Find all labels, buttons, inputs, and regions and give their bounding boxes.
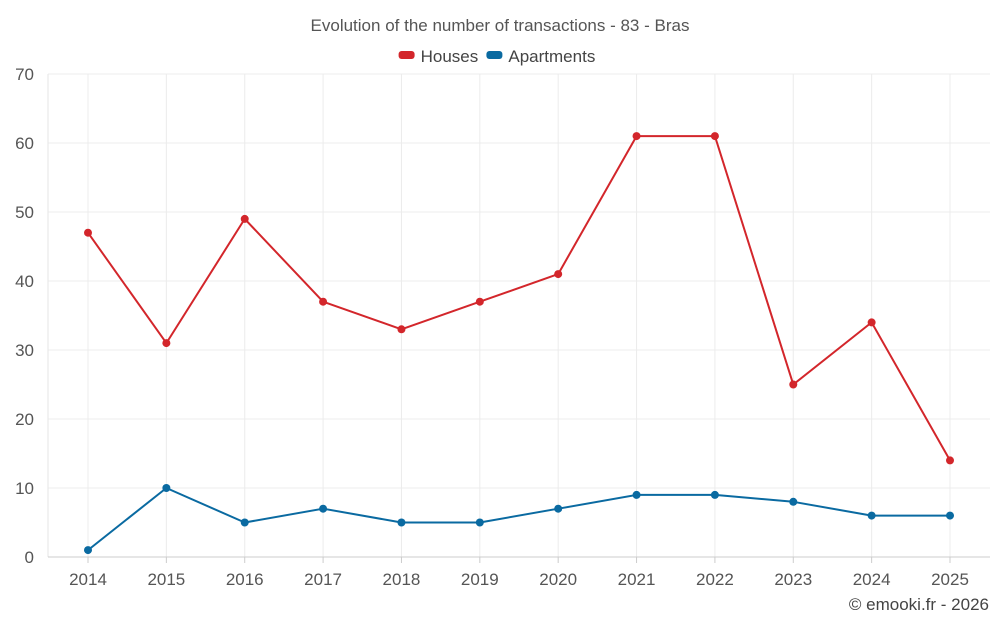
data-point-apartments <box>946 511 954 520</box>
x-tick-label: 2016 <box>226 570 264 589</box>
series-line-apartments <box>87 487 950 551</box>
x-tick-label: 2017 <box>304 570 342 589</box>
x-tick-label: 2018 <box>383 570 421 589</box>
x-tick-label: 2023 <box>774 570 812 589</box>
y-tick-label: 30 <box>15 341 34 360</box>
y-tick-label: 70 <box>15 65 34 84</box>
y-tick-label: 10 <box>15 479 34 498</box>
x-axis: 2014 2015 2016 2017 2018 2019 2020 2021 2022 2023… <box>48 556 990 589</box>
y-tick-label: 60 <box>15 134 34 153</box>
data-point-houses <box>162 339 171 348</box>
data-point-houses <box>397 325 406 334</box>
data-point-houses <box>319 297 328 306</box>
chart-title: Evolution of the number of transactions … <box>311 16 690 35</box>
credit-text: © emooki.fr - 2026 <box>849 595 989 614</box>
x-tick-label: 2025 <box>931 570 969 589</box>
legend-label-apartments: Apartments <box>508 47 595 66</box>
data-point-houses <box>554 270 563 279</box>
data-point-houses <box>475 297 484 306</box>
data-point-houses <box>867 318 876 327</box>
x-tick-label: 2021 <box>618 570 656 589</box>
data-point-apartments <box>789 497 798 506</box>
data-point-houses <box>710 132 719 141</box>
data-point-apartments <box>319 504 328 513</box>
data-point-houses <box>946 456 954 465</box>
y-tick-label: 40 <box>15 272 34 291</box>
data-point-apartments <box>867 511 876 520</box>
y-tick-label: 50 <box>15 203 34 222</box>
data-point-apartments <box>240 518 249 527</box>
series-layer <box>84 132 954 555</box>
legend-swatch-houses <box>398 51 415 59</box>
legend-label-houses: Houses <box>421 47 479 66</box>
x-tick-label: 2020 <box>539 570 577 589</box>
data-point-houses <box>84 228 92 237</box>
y-axis: 0 10 20 30 40 50 60 70 <box>15 65 34 567</box>
x-tick-label: 2022 <box>696 570 734 589</box>
x-tick-label: 2014 <box>69 570 107 589</box>
x-tick-label: 2015 <box>147 570 185 589</box>
data-point-apartments <box>397 518 406 527</box>
data-point-apartments <box>632 490 641 499</box>
data-point-houses <box>240 214 249 223</box>
data-point-apartments <box>710 490 719 499</box>
y-tick-label: 20 <box>15 410 34 429</box>
data-point-houses <box>789 380 798 389</box>
data-point-apartments <box>162 484 171 492</box>
legend-swatch-apartments <box>486 51 503 59</box>
y-tick-label: 0 <box>25 548 34 567</box>
data-point-apartments <box>84 546 92 555</box>
legend: Houses Apartments <box>398 47 595 66</box>
series-line-houses <box>87 135 951 461</box>
x-tick-label: 2019 <box>461 570 499 589</box>
gridlines <box>47 73 990 557</box>
data-point-apartments <box>475 518 484 527</box>
x-tick-label: 2024 <box>853 570 891 589</box>
data-point-apartments <box>554 504 563 513</box>
data-point-houses <box>632 132 641 141</box>
